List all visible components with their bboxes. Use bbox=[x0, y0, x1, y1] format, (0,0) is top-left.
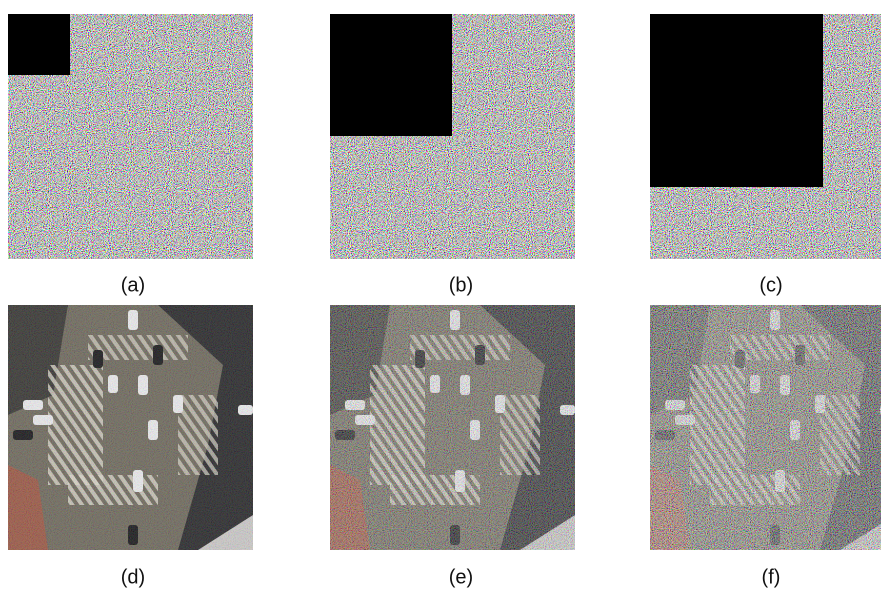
panel-d bbox=[8, 305, 253, 550]
panel-f bbox=[650, 305, 881, 550]
panel-label: (c) bbox=[759, 274, 782, 296]
panel-a bbox=[8, 14, 253, 259]
figure: (a) (b) (c) (d) (e) (f) bbox=[0, 0, 881, 590]
panel-b bbox=[330, 14, 575, 259]
panel-label: (e) bbox=[449, 566, 473, 588]
noise-overlay bbox=[330, 305, 575, 550]
occlusion bbox=[8, 14, 70, 75]
occlusion bbox=[330, 14, 452, 136]
occlusion bbox=[650, 14, 823, 187]
panel-label: (a) bbox=[121, 274, 145, 296]
panel-label: (b) bbox=[449, 274, 473, 296]
noise-overlay bbox=[650, 305, 881, 550]
noise-overlay bbox=[8, 305, 253, 550]
panel-e bbox=[330, 305, 575, 550]
panel-c bbox=[650, 14, 881, 259]
panel-label: (d) bbox=[121, 566, 145, 588]
panel-label: (f) bbox=[762, 566, 781, 588]
